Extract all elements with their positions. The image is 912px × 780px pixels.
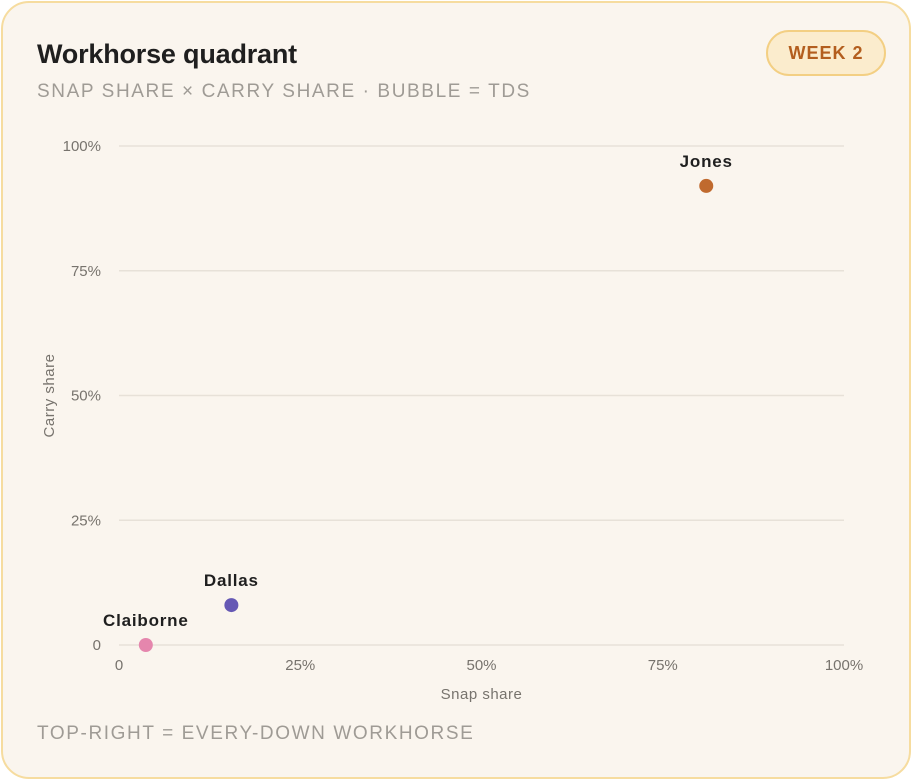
x-tick-label: 75% <box>648 657 678 674</box>
y-tick-label: 25% <box>71 512 101 529</box>
grid-lines <box>119 145 844 646</box>
chart-subtitle: SNAP SHARE × CARRY SHARE · BUBBLE = TDS <box>37 81 531 102</box>
y-axis-ticks: 0 25% 50% 75% 100% <box>63 138 101 654</box>
week-badge[interactable]: WEEK 2 <box>766 30 886 76</box>
data-point-jones[interactable] <box>699 178 714 193</box>
point-label-dallas: Dallas <box>204 571 259 590</box>
point-label-jones: Jones <box>680 152 733 171</box>
x-tick-label: 100% <box>825 657 863 674</box>
footer-note: TOP-RIGHT = EVERY-DOWN WORKHORSE <box>37 723 475 744</box>
data-point-claiborne[interactable] <box>138 638 153 652</box>
x-axis-title: Snap share <box>441 686 523 703</box>
data-point-dallas[interactable] <box>224 598 239 613</box>
y-tick-label: 0 <box>93 637 101 654</box>
data-points: Jones Dallas Claiborne <box>103 152 733 652</box>
x-tick-label: 25% <box>285 657 315 674</box>
y-tick-label: 100% <box>63 138 101 155</box>
y-tick-label: 75% <box>71 263 101 280</box>
y-axis-title: Carry share <box>41 354 58 438</box>
x-tick-label: 50% <box>466 657 496 674</box>
x-tick-label: 0 <box>115 657 123 674</box>
y-tick-label: 50% <box>71 388 101 405</box>
x-axis-ticks: 0 25% 50% 75% 100% <box>115 657 863 674</box>
point-label-claiborne: Claiborne <box>103 611 189 630</box>
chart-title: Workhorse quadrant <box>37 39 297 69</box>
